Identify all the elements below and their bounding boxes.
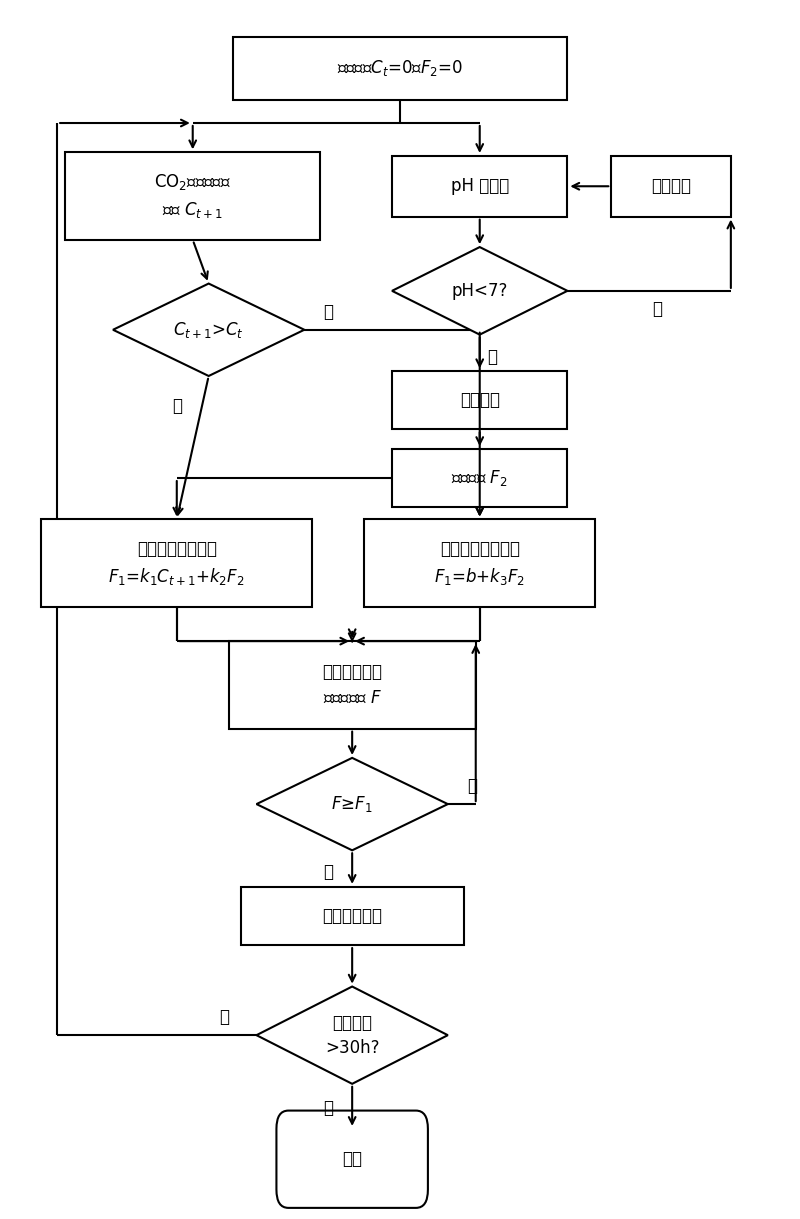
Text: 发酵时间
>30h?: 发酵时间 >30h? bbox=[325, 1014, 379, 1057]
FancyBboxPatch shape bbox=[42, 519, 312, 607]
FancyBboxPatch shape bbox=[364, 519, 595, 607]
Text: 否: 否 bbox=[466, 777, 477, 795]
FancyBboxPatch shape bbox=[65, 152, 320, 240]
FancyBboxPatch shape bbox=[392, 449, 567, 507]
Text: 是: 是 bbox=[323, 863, 334, 881]
Text: 是: 是 bbox=[652, 300, 662, 318]
Text: 否: 否 bbox=[323, 302, 334, 321]
Text: 停止底物流加: 停止底物流加 bbox=[322, 907, 382, 925]
Polygon shape bbox=[257, 758, 448, 851]
Text: $C_{t+1}$>$C_t$: $C_{t+1}$>$C_t$ bbox=[174, 319, 244, 340]
Text: pH 值检测: pH 值检测 bbox=[450, 177, 509, 195]
Text: $F$≥$F_1$: $F$≥$F_1$ bbox=[331, 794, 373, 814]
Text: 是: 是 bbox=[172, 397, 182, 416]
Text: 开始加碱: 开始加碱 bbox=[651, 177, 691, 195]
Polygon shape bbox=[113, 284, 304, 375]
FancyBboxPatch shape bbox=[233, 37, 567, 100]
Polygon shape bbox=[392, 247, 567, 335]
FancyBboxPatch shape bbox=[611, 156, 731, 217]
Text: CO$_2$浓度检测，
赋值 $C_{t+1}$: CO$_2$浓度检测， 赋值 $C_{t+1}$ bbox=[154, 172, 231, 219]
Text: 停止加碱: 停止加碱 bbox=[460, 391, 500, 410]
FancyBboxPatch shape bbox=[392, 371, 567, 429]
FancyBboxPatch shape bbox=[277, 1111, 428, 1208]
Text: pH<7?: pH<7? bbox=[451, 282, 508, 300]
Text: 开始底物流加
计算流加量 $F$: 开始底物流加 计算流加量 $F$ bbox=[322, 663, 382, 706]
Polygon shape bbox=[257, 986, 448, 1084]
Text: 计算流加甘油量：
$F_1$=$k_1$$C_{t+1}$+$k_2$$F_2$: 计算流加甘油量： $F_1$=$k_1$$C_{t+1}$+$k_2$$F_2$ bbox=[109, 540, 245, 586]
Text: 结束: 结束 bbox=[342, 1151, 362, 1168]
Text: 是: 是 bbox=[323, 1100, 334, 1117]
Text: 计算流加甘油量：
$F_1$=$b$+$k_3$$F_2$: 计算流加甘油量： $F_1$=$b$+$k_3$$F_2$ bbox=[434, 540, 526, 586]
Text: 否: 否 bbox=[486, 347, 497, 366]
Text: 初始化：$C_t$=0；$F_2$=0: 初始化：$C_t$=0；$F_2$=0 bbox=[337, 59, 463, 78]
FancyBboxPatch shape bbox=[229, 641, 476, 729]
FancyBboxPatch shape bbox=[392, 156, 567, 217]
FancyBboxPatch shape bbox=[241, 886, 464, 945]
Text: 计算碱量 $F_2$: 计算碱量 $F_2$ bbox=[451, 468, 508, 488]
Text: 否: 否 bbox=[220, 1008, 230, 1026]
